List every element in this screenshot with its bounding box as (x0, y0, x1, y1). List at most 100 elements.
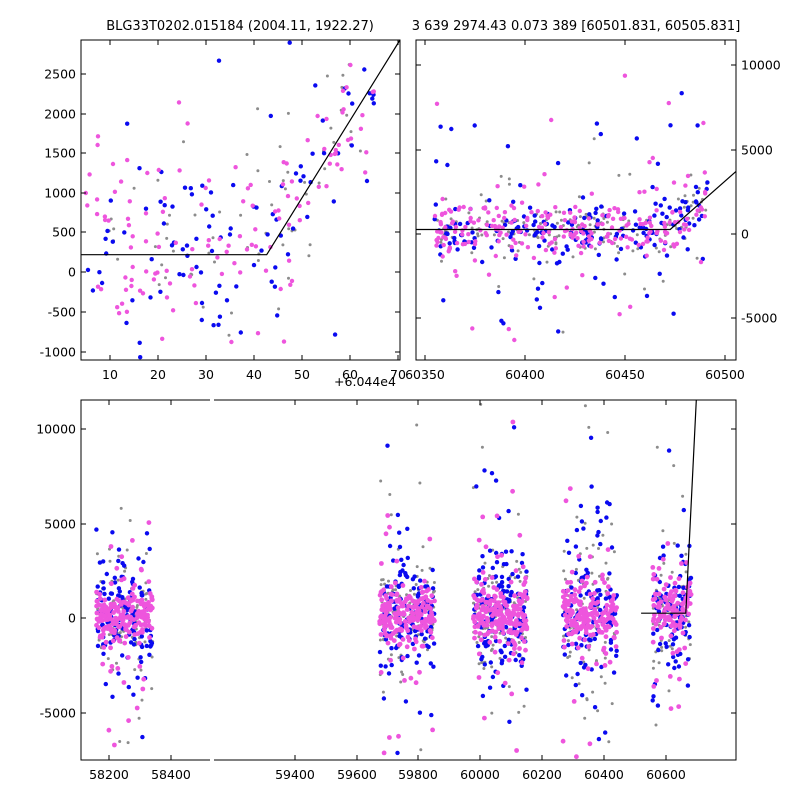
blue-data-point (588, 435, 594, 440)
pink-data-point (108, 668, 113, 674)
gray-data-point (585, 697, 589, 701)
blue-data-point (349, 143, 354, 148)
blue-data-point (650, 184, 655, 190)
pink-data-point (493, 619, 498, 625)
pink-data-point (663, 582, 669, 587)
pink-data-point (277, 216, 282, 221)
blue-data-point (487, 198, 492, 203)
title-right: 3 639 2974.43 0.073 389 [60501.831, 6050… (412, 19, 741, 34)
blue-data-point (470, 230, 475, 235)
blue-data-point (177, 272, 182, 277)
blue-data-point (122, 230, 127, 235)
pink-data-point (284, 161, 289, 166)
pink-data-point (95, 142, 100, 148)
blue-data-point (671, 654, 676, 660)
blue-data-point (560, 251, 565, 256)
pink-data-point (525, 245, 531, 250)
top-right-panel: 60350 60400 60450 60500 -5000 0 5000 10000 (405, 39, 781, 382)
blue-data-point (416, 653, 422, 658)
pink-data-point (381, 750, 387, 756)
y-tick-label: -5000 (741, 311, 777, 326)
gray-data-point (492, 233, 496, 237)
blue-data-point (603, 730, 608, 735)
pink-data-point (597, 240, 602, 245)
gray-data-point (303, 180, 307, 184)
blue-data-point (139, 634, 144, 639)
pink-data-point (472, 258, 478, 263)
pink-data-point (473, 239, 478, 244)
pink-data-point (495, 184, 500, 189)
pink-data-point (128, 608, 134, 614)
pink-data-point (682, 227, 687, 232)
gray-data-point (475, 641, 479, 644)
pink-data-point (658, 238, 664, 243)
blue-data-point (147, 546, 152, 552)
pink-data-point (564, 285, 569, 290)
pink-data-point (143, 239, 149, 244)
gray-data-point (211, 236, 215, 240)
blue-data-point (116, 593, 122, 598)
pink-data-point (278, 286, 283, 292)
pink-data-point (602, 663, 608, 668)
blue-data-point (120, 653, 125, 658)
blue-data-point (533, 219, 538, 224)
blue-data-point (693, 184, 699, 190)
gray-data-point (517, 710, 521, 714)
data-points (83, 40, 376, 360)
pink-data-point (613, 607, 618, 613)
blue-data-point (397, 530, 402, 535)
pink-data-point (382, 608, 387, 613)
pink-data-point (105, 626, 110, 631)
pink-data-point (687, 580, 693, 586)
gray-data-point (667, 639, 671, 643)
pink-data-point (663, 240, 668, 245)
blue-data-point (657, 579, 662, 585)
blue-data-point (604, 500, 610, 505)
pink-data-point (519, 660, 525, 666)
pink-data-point (432, 618, 437, 624)
blue-data-point (500, 658, 505, 663)
blue-data-point (488, 660, 493, 665)
blue-data-point (655, 703, 661, 708)
model-curve (641, 399, 697, 614)
y-tick-label: -5000 (40, 706, 76, 721)
pink-data-point (107, 612, 113, 618)
pink-data-point (112, 742, 117, 748)
pink-data-point (149, 605, 155, 611)
pink-data-point (671, 242, 676, 247)
x-tick-label: 60200 (522, 767, 562, 782)
blue-data-point (593, 275, 598, 281)
gray-data-point (596, 606, 600, 610)
gray-data-point (387, 579, 390, 583)
pink-data-point (432, 213, 438, 219)
pink-data-point (420, 589, 425, 595)
pink-data-point (569, 641, 575, 647)
pink-data-point (435, 239, 440, 245)
pink-data-point (135, 598, 140, 604)
pink-data-point (668, 706, 674, 711)
gray-data-point (432, 581, 436, 584)
pink-data-point (139, 614, 145, 619)
pink-data-point (493, 253, 498, 259)
gray-data-point (304, 192, 308, 196)
pink-data-point (669, 598, 675, 604)
blue-data-point (637, 225, 642, 230)
pink-data-point (702, 170, 707, 175)
blue-data-point (204, 207, 209, 212)
gray-data-point (575, 515, 579, 519)
pink-data-point (392, 615, 398, 621)
blue-data-point (593, 210, 598, 216)
gray-data-point (577, 682, 581, 686)
gray-data-point (574, 567, 578, 571)
blue-data-point (137, 585, 142, 590)
blue-data-point (508, 234, 513, 240)
gray-data-point (684, 570, 688, 574)
gray-data-point (490, 581, 494, 585)
pink-data-point (127, 615, 133, 621)
pink-data-point (665, 541, 671, 546)
blue-data-point (429, 712, 434, 718)
pink-data-point (406, 638, 412, 643)
pink-data-point (436, 235, 441, 241)
gray-data-point (654, 723, 658, 727)
pink-data-point (498, 591, 504, 596)
